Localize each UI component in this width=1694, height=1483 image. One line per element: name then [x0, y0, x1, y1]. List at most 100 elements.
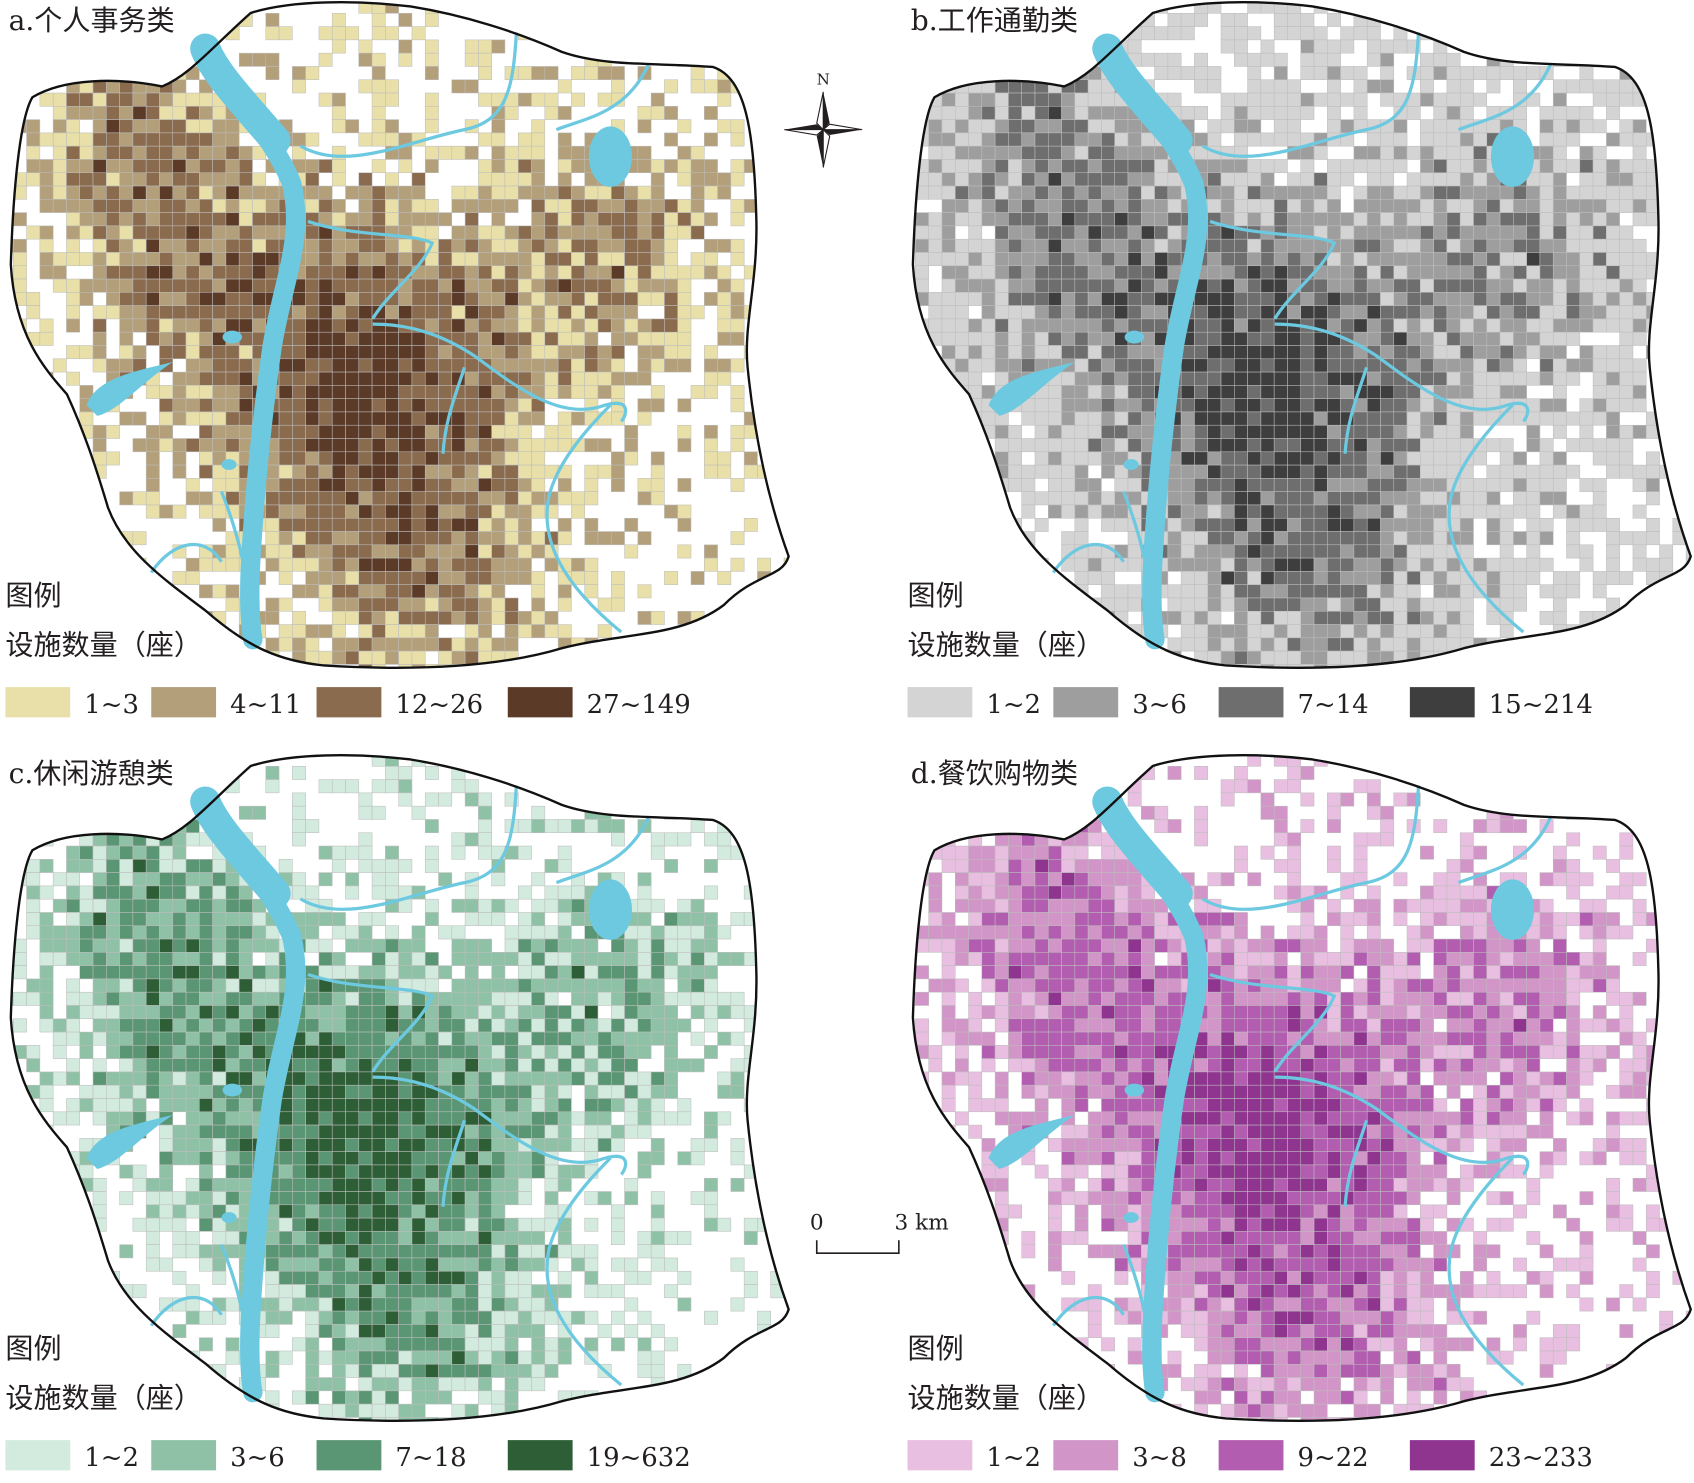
grid-cell [173, 1019, 186, 1032]
grid-cell [0, 199, 13, 212]
grid-cell [982, 213, 995, 226]
grid-cell [1194, 80, 1207, 93]
grid-cell [120, 213, 133, 226]
grid-cell [784, 306, 797, 319]
grid-cell [704, 133, 717, 146]
grid-cell [1248, 439, 1261, 452]
grid-cell [982, 146, 995, 159]
grid-cell [359, 412, 372, 425]
grid-cell [372, 239, 385, 252]
grid-cell [1035, 106, 1048, 119]
grid-cell [1354, 651, 1367, 664]
grid-cell [598, 532, 611, 545]
grid-cell [346, 120, 359, 133]
grid-cell [186, 252, 199, 265]
grid-cell [704, 186, 717, 199]
grid-cell [159, 1032, 172, 1045]
grid-cell [1487, 345, 1500, 358]
grid-cell [1686, 412, 1694, 425]
grid-cell [173, 173, 186, 186]
grid-cell [1181, 13, 1194, 26]
grid-cell [1327, 40, 1340, 53]
grid-cell [425, 585, 438, 598]
grid-cell [0, 1138, 13, 1151]
grid-cell [638, 492, 651, 505]
grid-cell [1487, 571, 1500, 584]
grid-cell [771, 159, 784, 172]
grid-cell [306, 385, 319, 398]
grid-cell [1274, 425, 1287, 438]
grid-cell [1593, 186, 1606, 199]
grid-cell [1593, 159, 1606, 172]
grid-cell [93, 213, 106, 226]
grid-cell [1354, 199, 1367, 212]
grid-cell [598, 239, 611, 252]
grid-cell [359, 439, 372, 452]
grid-cell [40, 1099, 53, 1112]
grid-cell [40, 239, 53, 252]
grid-cell [66, 372, 79, 385]
grid-cell [1181, 425, 1194, 438]
grid-cell [159, 292, 172, 305]
grid-cell [1274, 492, 1287, 505]
grid-cell [598, 199, 611, 212]
grid-cell [771, 332, 784, 345]
grid-cell [306, 505, 319, 518]
grid-cell [571, 239, 584, 252]
grid-cell [1208, 492, 1221, 505]
grid-cell [995, 120, 1008, 133]
grid-cell [969, 93, 982, 106]
grid-cell [1221, 532, 1234, 545]
grid-cell [1620, 173, 1633, 186]
grid-cell [133, 1019, 146, 1032]
grid-cell [1141, 239, 1154, 252]
grid-cell [1048, 252, 1061, 265]
grid-cell [120, 345, 133, 358]
grid-cell [106, 40, 119, 53]
grid-cell [1261, 638, 1274, 651]
grid-cell [664, 106, 677, 119]
grid-cell [1434, 252, 1447, 265]
grid-cell [133, 939, 146, 952]
grid-cell [1194, 425, 1207, 438]
grid-cell [678, 226, 691, 239]
grid-cell [571, 13, 584, 26]
grid-cell [1341, 213, 1354, 226]
grid-cell [1567, 372, 1580, 385]
grid-cell [252, 252, 265, 265]
grid-cell [465, 226, 478, 239]
grid-cell [757, 319, 770, 332]
grid-cell [1301, 505, 1314, 518]
grid-cell [359, 425, 372, 438]
grid-cell [1420, 173, 1433, 186]
grid-cell [1261, 359, 1274, 372]
grid-cell [173, 40, 186, 53]
grid-cell [1274, 279, 1287, 292]
grid-cell [915, 345, 928, 358]
grid-cell [1062, 266, 1075, 279]
grid-cell [518, 226, 531, 239]
grid-cell [425, 146, 438, 159]
grid-cell [133, 926, 146, 939]
grid-cell [585, 186, 598, 199]
grid-cell [532, 664, 545, 677]
grid-cell [797, 585, 810, 598]
grid-cell [1513, 359, 1526, 372]
grid-cell [1367, 372, 1380, 385]
grid-cell [93, 345, 106, 358]
grid-cell [1234, 13, 1247, 26]
grid-cell [106, 793, 119, 806]
grid-cell [1620, 399, 1633, 412]
grid-cell [1487, 532, 1500, 545]
grid-cell [969, 66, 982, 79]
grid-cell [1168, 492, 1181, 505]
grid-cell [173, 966, 186, 979]
grid-cell [306, 571, 319, 584]
grid-cell [252, 319, 265, 332]
grid-cell [452, 319, 465, 332]
grid-cell [1487, 120, 1500, 133]
grid-cell [1261, 80, 1274, 93]
grid-cell [1367, 319, 1380, 332]
grid-cell [159, 1072, 172, 1085]
grid-cell [625, 678, 638, 691]
